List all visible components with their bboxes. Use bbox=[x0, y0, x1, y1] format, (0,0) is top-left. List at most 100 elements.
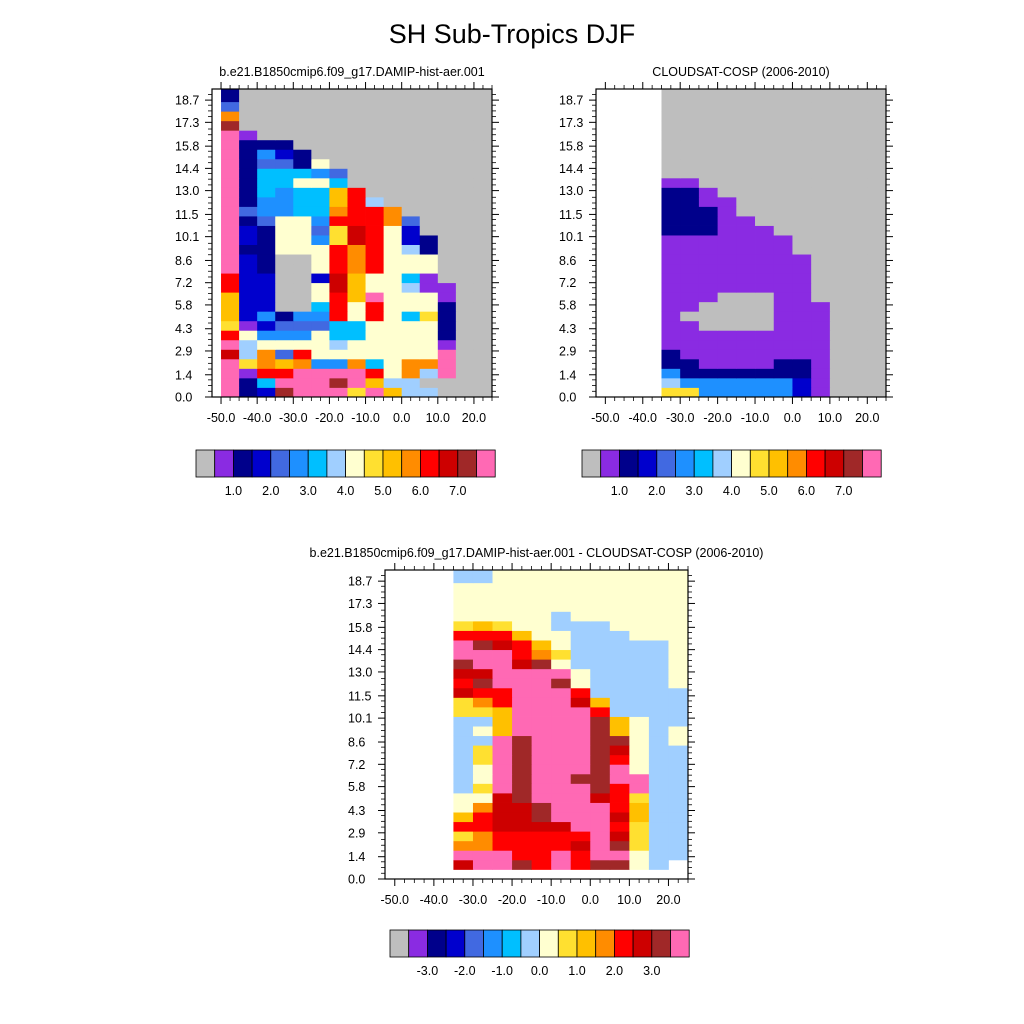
heatmap-cell bbox=[648, 659, 669, 670]
heatmap-cell bbox=[383, 282, 403, 293]
heatmap-cell bbox=[829, 216, 849, 226]
heatmap-cell bbox=[755, 292, 775, 303]
heatmap-cell bbox=[383, 263, 403, 274]
heatmap-cell bbox=[473, 101, 493, 112]
heatmap-cell bbox=[736, 235, 756, 245]
heatmap-cell bbox=[680, 301, 700, 312]
y-tick-label: 0.0 bbox=[559, 391, 576, 405]
heatmap-cell bbox=[329, 111, 348, 122]
colorbar-swatch bbox=[464, 929, 484, 958]
heatmap-cell bbox=[867, 89, 887, 103]
heatmap-cell bbox=[221, 301, 240, 312]
heatmap-cell bbox=[455, 120, 475, 131]
y-tick-label: 10.1 bbox=[559, 230, 583, 244]
heatmap-cell bbox=[792, 263, 812, 274]
heatmap-cell bbox=[347, 244, 366, 255]
heatmap-cell bbox=[736, 177, 756, 188]
heatmap-cell bbox=[401, 130, 421, 141]
heatmap-cell bbox=[848, 311, 868, 322]
heatmap-cell bbox=[755, 330, 775, 341]
heatmap-cell bbox=[401, 282, 421, 293]
heatmap-cell bbox=[455, 330, 475, 341]
heatmap-cell bbox=[698, 130, 719, 141]
heatmap-cell bbox=[773, 235, 793, 245]
heatmap-cell bbox=[661, 273, 681, 284]
heatmap-cell bbox=[570, 735, 591, 746]
x-tick-label: -20.0 bbox=[498, 893, 527, 907]
heatmap-cell bbox=[668, 570, 689, 584]
heatmap-cell bbox=[401, 168, 421, 179]
heatmap-cell bbox=[629, 764, 650, 775]
heatmap-cell bbox=[472, 697, 493, 708]
heatmap-cell bbox=[383, 196, 403, 207]
heatmap-cell bbox=[293, 358, 312, 369]
heatmap-cell bbox=[257, 235, 276, 245]
heatmap-cell bbox=[401, 254, 421, 265]
colorbar-label: 4.0 bbox=[337, 484, 354, 498]
heatmap-cell bbox=[453, 821, 474, 832]
colorbar-swatch bbox=[438, 449, 459, 478]
heatmap-cell bbox=[531, 649, 552, 660]
heatmap-cell bbox=[239, 254, 258, 265]
heatmap-cell bbox=[755, 89, 775, 103]
heatmap-cell bbox=[239, 130, 258, 141]
heatmap-cell bbox=[221, 130, 240, 141]
heatmap-cell bbox=[717, 330, 737, 341]
heatmap-cell bbox=[717, 349, 737, 360]
heatmap-cell bbox=[792, 244, 812, 255]
colorbar-swatch bbox=[389, 929, 410, 958]
heatmap-cell bbox=[383, 311, 403, 322]
heatmap-cell bbox=[531, 726, 552, 737]
heatmap-cell bbox=[221, 120, 240, 131]
heatmap-cell bbox=[609, 783, 630, 794]
heatmap-cell bbox=[609, 850, 630, 861]
heatmap-cell bbox=[551, 764, 572, 775]
heatmap-cell bbox=[590, 745, 611, 756]
y-tick-label: 15.8 bbox=[559, 140, 583, 154]
heatmap-cell bbox=[257, 225, 276, 236]
heatmap-cell bbox=[257, 254, 276, 265]
heatmap-cell bbox=[257, 320, 276, 331]
heatmap-cell bbox=[365, 368, 385, 379]
heatmap-cell bbox=[347, 196, 366, 207]
heatmap-cell bbox=[648, 649, 669, 660]
colorbar-swatch bbox=[445, 929, 466, 958]
heatmap-cell bbox=[293, 339, 312, 350]
heatmap-cell bbox=[512, 840, 533, 851]
heatmap-cell bbox=[257, 349, 276, 360]
heatmap-cell bbox=[668, 611, 689, 622]
heatmap-cell bbox=[811, 206, 831, 217]
heatmap-cell bbox=[867, 273, 887, 284]
heatmap-cell bbox=[401, 292, 421, 303]
heatmap-cell bbox=[401, 320, 421, 331]
heatmap-cell bbox=[472, 630, 493, 641]
y-tick-label: 15.8 bbox=[175, 140, 199, 154]
y-tick-label: 5.8 bbox=[348, 780, 365, 794]
heatmap-cell bbox=[512, 697, 533, 708]
heatmap-cell bbox=[792, 225, 812, 236]
heatmap-cell bbox=[473, 139, 493, 150]
heatmap-cell bbox=[661, 292, 681, 303]
heatmap-cell bbox=[239, 282, 258, 293]
heatmap-cell bbox=[829, 149, 849, 160]
heatmap-cell bbox=[455, 235, 475, 245]
heatmap-cell bbox=[848, 320, 868, 331]
heatmap-cell bbox=[293, 244, 312, 255]
heatmap-cell bbox=[867, 111, 887, 122]
heatmap-cell bbox=[680, 339, 700, 350]
heatmap-cell bbox=[401, 187, 421, 198]
heatmap-cell bbox=[848, 377, 868, 388]
heatmap-cell bbox=[531, 678, 552, 689]
heatmap-cell bbox=[648, 687, 669, 698]
heatmap-cell bbox=[472, 840, 493, 851]
heatmap-cell bbox=[848, 111, 868, 122]
heatmap-cell bbox=[590, 802, 611, 813]
heatmap-cell bbox=[347, 149, 366, 160]
heatmap-cell bbox=[661, 120, 681, 131]
heatmap-cell bbox=[629, 726, 650, 737]
colorbar-swatch bbox=[557, 929, 578, 958]
colorbar-swatch bbox=[637, 449, 658, 478]
colorbar-label: 2.0 bbox=[648, 484, 665, 498]
heatmap-cell bbox=[419, 149, 439, 160]
heatmap-cell bbox=[717, 377, 737, 388]
